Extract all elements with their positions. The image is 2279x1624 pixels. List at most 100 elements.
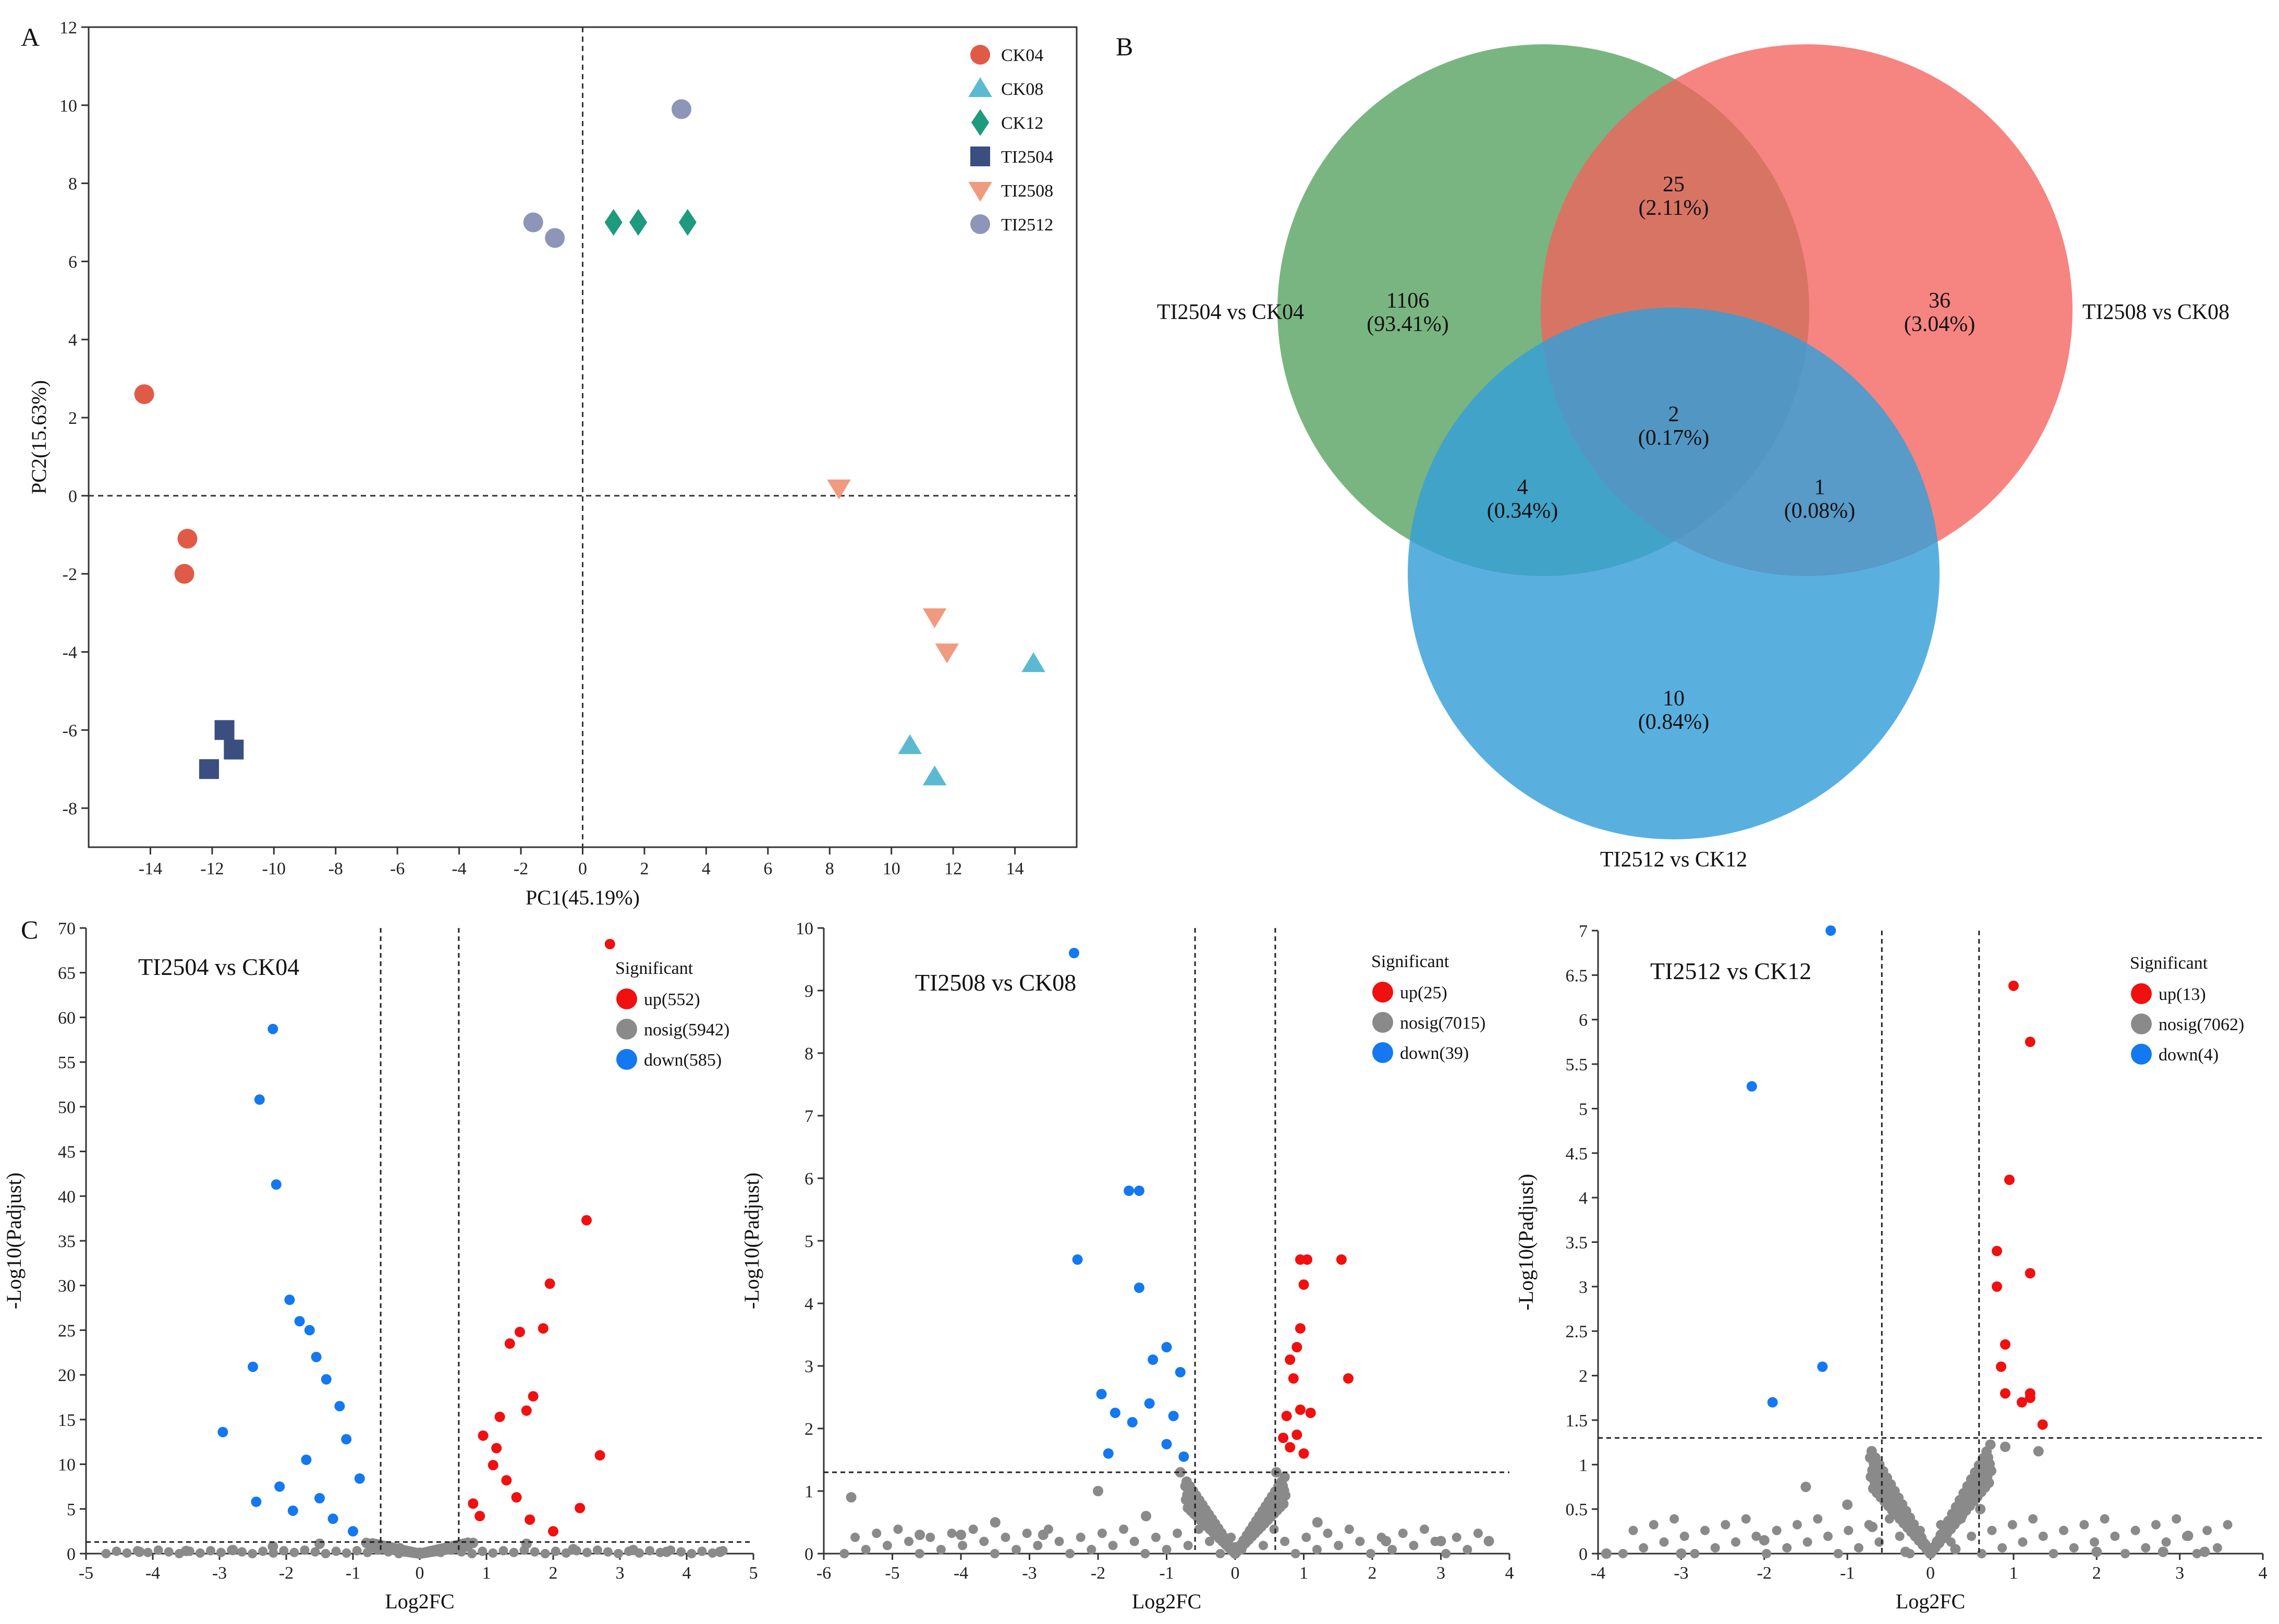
volcano-up-point xyxy=(538,1323,549,1334)
volcano-down-point xyxy=(1175,1367,1186,1377)
volcano-nosig-point xyxy=(1669,1514,1679,1524)
volcano-legend-title: Significant xyxy=(1371,952,1449,971)
volcano-legend-marker xyxy=(2131,983,2152,1004)
volcano-x-tick-label: 4 xyxy=(1505,1564,1514,1583)
pca-y-axis-label: PC2(15.63%) xyxy=(27,380,51,494)
volcano-nosig-point xyxy=(1800,1481,1811,1492)
volcano-x-tick-label: 0 xyxy=(416,1564,424,1583)
volcano-x-tick-label: 1 xyxy=(1299,1564,1308,1583)
volcano-up-point xyxy=(2008,980,2019,991)
volcano-nosig-point xyxy=(1194,1524,1204,1534)
volcano-nosig-point xyxy=(1649,1520,1659,1530)
volcano-down-point xyxy=(327,1513,338,1524)
volcano-legend-marker xyxy=(616,988,637,1009)
volcano-up-point xyxy=(1995,1361,2006,1372)
volcano-down-point xyxy=(1127,1417,1138,1427)
volcano-y-tick-label: 7 xyxy=(1579,922,1588,941)
volcano-y-tick-label: 40 xyxy=(58,1187,76,1206)
venn-region-abc-count: 2 xyxy=(1668,402,1679,426)
volcano-y-tick-label: 65 xyxy=(58,964,76,983)
volcano-legend-marker xyxy=(1372,1012,1393,1033)
volcano-nosig-point xyxy=(1946,1537,1956,1547)
volcano-legend-label: up(25) xyxy=(1400,983,1447,1003)
volcano-x-tick-label: -6 xyxy=(816,1564,831,1583)
volcano-nosig-point xyxy=(1751,1531,1761,1541)
volcano-nosig-point xyxy=(697,1546,707,1556)
volcano-nosig-point xyxy=(893,1524,903,1534)
volcano-down-point xyxy=(311,1351,322,1362)
venn-region-ab-count: 25 xyxy=(1663,173,1685,197)
volcano-x-axis-label: Log2FC xyxy=(385,1590,454,1613)
volcano-nosig-point xyxy=(2151,1520,2161,1530)
volcano-plot-1: -5 -4 -3 -2 -1 0 1 2 3 4 5051015202530354045505560… xyxy=(2,919,758,1613)
volcano-up-point xyxy=(1291,1430,1302,1440)
volcano-y-tick-label: 1.5 xyxy=(1566,1411,1588,1431)
volcano-nosig-point xyxy=(1180,1481,1191,1492)
volcano-y-tick-label: 0 xyxy=(1579,1545,1588,1564)
volcano-up-point xyxy=(1295,1405,1306,1415)
volcano-down-point xyxy=(287,1505,298,1516)
venn-region-bc-count: 1 xyxy=(1814,475,1825,499)
volcano-down-point xyxy=(1134,1283,1144,1293)
volcano-nosig-point xyxy=(1280,1536,1290,1546)
volcano-nosig-point xyxy=(321,1549,331,1558)
volcano-nosig-point xyxy=(2202,1525,2212,1535)
volcano-nosig-point xyxy=(1387,1545,1397,1555)
volcano-title: TI2508 vs CK08 xyxy=(915,969,1076,996)
volcano-nosig-point xyxy=(352,1546,362,1556)
volcano-y-tick-label: 45 xyxy=(58,1143,76,1162)
volcano-x-tick-label: 4 xyxy=(683,1564,691,1583)
volcano-nosig-point xyxy=(1258,1541,1268,1550)
pca-x-tick-label: 14 xyxy=(1006,859,1024,878)
volcano-x-tick-label: 3 xyxy=(1436,1564,1445,1583)
volcano-nosig-point xyxy=(1054,1536,1064,1546)
volcano-nosig-point xyxy=(1312,1545,1322,1555)
volcano-nosig-point xyxy=(2199,1546,2210,1557)
pca-y-tick-label: -2 xyxy=(63,565,77,584)
volcano-x-tick-label: -3 xyxy=(1674,1564,1688,1583)
volcano-nosig-point xyxy=(2028,1514,2038,1524)
volcano-y-axis-label: -Log10(Padjust) xyxy=(740,1173,763,1309)
pca-y-tick-label: -6 xyxy=(63,721,77,740)
pca-x-tick-label: -6 xyxy=(390,859,405,878)
volcano-nosig-point xyxy=(1463,1545,1472,1555)
volcano-nosig-point xyxy=(112,1546,121,1556)
pca-x-tick-label: -8 xyxy=(328,859,343,878)
volcano-legend-label: nosig(7062) xyxy=(2159,1015,2244,1034)
volcano-nosig-point xyxy=(2079,1520,2089,1530)
volcano-down-point xyxy=(248,1361,258,1372)
volcano-nosig-point xyxy=(2223,1520,2233,1530)
volcano-up-point xyxy=(548,1526,558,1537)
volcano-nosig-point xyxy=(1151,1532,1161,1542)
panel-letter-a: A xyxy=(21,22,40,52)
volcano-up-point xyxy=(491,1443,502,1454)
volcano-x-tick-label: -4 xyxy=(1591,1564,1605,1583)
volcano-nosig-point xyxy=(132,1546,142,1556)
volcano-nosig-point xyxy=(2110,1531,2120,1541)
pca-legend-label-ck12: CK12 xyxy=(1001,114,1043,133)
volcano-x-tick-label: -3 xyxy=(212,1564,227,1583)
volcano-nosig-point xyxy=(1301,1532,1311,1542)
volcano-y-axis-label: -Log10(Padjust) xyxy=(1514,1174,1538,1310)
pca-y-tick-label: 8 xyxy=(68,175,77,194)
volcano-nosig-point xyxy=(1119,1524,1129,1534)
volcano-nosig-point xyxy=(1985,1439,1996,1450)
pca-legend-label-ti2508: TI2508 xyxy=(1001,181,1053,201)
volcano-nosig-point xyxy=(1366,1549,1375,1558)
pca-point-ck04 xyxy=(174,564,194,584)
pca-point-ti2508 xyxy=(922,608,947,628)
volcano-legend-marker xyxy=(2131,1014,2152,1034)
volcano-nosig-point xyxy=(1956,1514,1966,1524)
volcano-nosig-point xyxy=(645,1546,655,1556)
volcano-x-tick-label: 2 xyxy=(549,1564,558,1583)
volcano-down-point xyxy=(1068,948,1079,958)
volcano-nosig-point xyxy=(1175,1467,1186,1478)
pca-y-tick-label: 12 xyxy=(59,18,77,38)
volcano-nosig-point xyxy=(174,1549,184,1558)
volcano-nosig-point xyxy=(237,1547,247,1557)
volcano-nosig-point xyxy=(488,1548,498,1558)
volcano-nosig-point xyxy=(708,1548,717,1558)
volcano-nosig-point xyxy=(1679,1531,1689,1541)
volcano-up-point xyxy=(1281,1411,1292,1421)
